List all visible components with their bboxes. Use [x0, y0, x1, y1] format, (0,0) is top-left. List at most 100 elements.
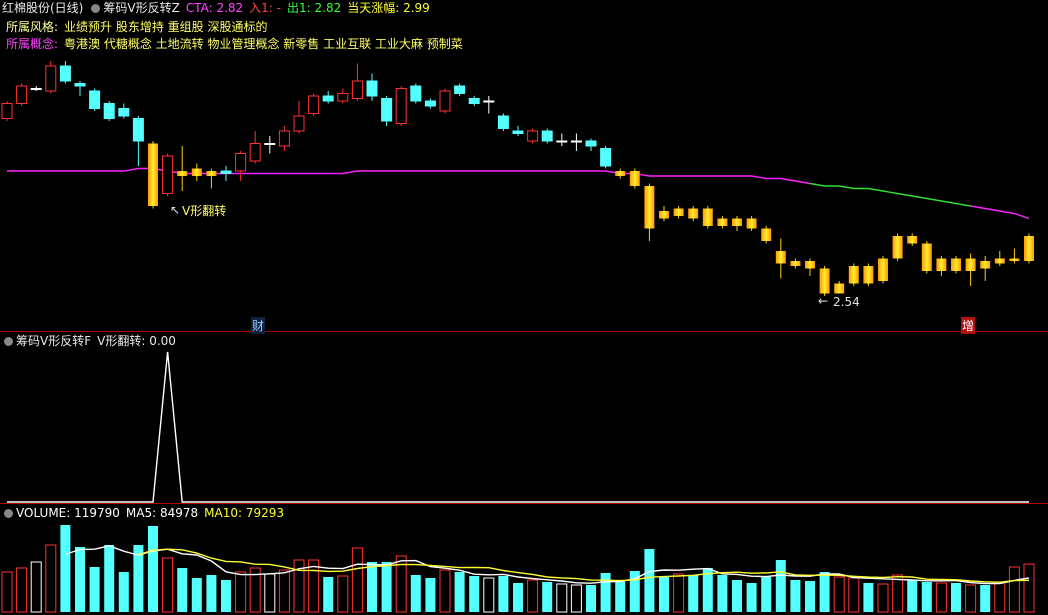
candle-body [994, 258, 1005, 264]
volume-bar [586, 585, 596, 612]
volume-bar [951, 583, 961, 612]
volume-bar [278, 569, 290, 613]
concept-label: 所属概念: [6, 37, 59, 51]
volume-bar [688, 575, 699, 612]
candle-body [337, 93, 349, 102]
candle-body [468, 98, 480, 104]
candle-body [118, 108, 130, 117]
volume-bar [877, 583, 889, 613]
volume-bar [89, 567, 100, 612]
volume-bar [644, 549, 655, 612]
candle-body [600, 148, 612, 167]
volume-bar [30, 561, 42, 613]
volume-bar [177, 568, 188, 612]
volume-bar [425, 578, 436, 612]
candle-body [366, 80, 378, 97]
volume-bar [819, 572, 830, 612]
volume-header: VOLUME: 119790 MA5: 84978 MA10: 79293 [2, 506, 296, 521]
candle-body [191, 168, 202, 176]
style-label: 所属风格: [6, 20, 59, 34]
candle-body [206, 171, 217, 176]
candle-body [819, 268, 830, 294]
candle-body [980, 261, 991, 269]
candle-body [220, 170, 232, 174]
volume-bar [439, 569, 451, 613]
candle-body [132, 118, 144, 142]
legend-entry: V形翻转: 0.00 [97, 334, 176, 348]
candle-body [790, 261, 801, 266]
indicator-header: 筹码V形反转F V形翻转: 0.00 [2, 334, 188, 349]
candle-body [659, 211, 669, 219]
legend-entry: 出1: 2.82 [287, 1, 342, 15]
volume-bar [527, 579, 539, 613]
candle-body [30, 88, 42, 90]
volume-bar [513, 583, 523, 612]
volume-bar [570, 584, 582, 613]
candle-body [834, 283, 845, 294]
volume-bar [264, 573, 276, 613]
candle-body [351, 80, 363, 99]
indicator-line [809, 182, 971, 207]
candle-body [541, 130, 553, 142]
legend: V形翻转: 0.00 [97, 334, 182, 348]
volume-bar [965, 584, 977, 613]
low-arrow: ← [818, 294, 828, 308]
legend-entry: 当天涨幅: 2.99 [347, 1, 430, 15]
candle-body [702, 208, 713, 226]
legend-entry: MA10: 79293 [204, 506, 285, 520]
volume-bar [732, 580, 742, 612]
volume-bar [235, 571, 247, 613]
candle-body [424, 100, 436, 107]
volume-bar [702, 568, 713, 612]
volume-bar [206, 575, 217, 612]
candle-body [921, 243, 932, 271]
volume-bar [367, 562, 377, 612]
volume-bar [1023, 563, 1035, 613]
volume-bar [790, 580, 801, 612]
volume-bar [761, 577, 772, 612]
candle-body [892, 236, 903, 259]
volume-bar [717, 575, 728, 612]
volume-bar [1008, 566, 1020, 613]
legend: VOLUME: 119790 MA5: 84978 MA10: 79293 [16, 506, 290, 520]
volume-bar [454, 572, 465, 612]
candle-body [439, 90, 451, 112]
marker: 财 [251, 317, 266, 334]
candle-body [293, 115, 305, 132]
volume-bar [249, 567, 261, 613]
style-row: 所属风格: 业绩预升 股东增持 重组股 深股通标的 [6, 20, 274, 35]
icon [4, 337, 13, 346]
volume-bar [60, 525, 71, 612]
candle-body [74, 83, 86, 87]
volume-bar [994, 581, 1006, 613]
candle-body [556, 140, 568, 143]
candle-body [410, 85, 422, 102]
candle-body [717, 218, 728, 226]
volume-bar [221, 580, 231, 612]
volume-bar [395, 555, 407, 613]
candle-body [381, 98, 393, 122]
volume-bar [104, 545, 115, 612]
volume-bar [498, 576, 509, 612]
volume-bar [892, 574, 904, 613]
volume-bar [600, 573, 611, 612]
volume-bar [833, 576, 845, 613]
annotation: V形翻转 [182, 203, 226, 218]
volume-bar [746, 583, 757, 612]
ma-line [65, 545, 1030, 585]
volume-bar [805, 581, 815, 612]
volume-bar [483, 577, 495, 613]
volume-bar [542, 582, 553, 612]
candle-body [732, 218, 742, 226]
candle-body [45, 65, 57, 92]
volume-bar [615, 580, 626, 612]
concept-row: 所属概念: 粤港澳 代糖概念 土地流转 物业管理概念 新零售 工业互联 工业大麻 … [6, 37, 469, 52]
indicator-title: 筹码V形反转F [16, 334, 92, 348]
candle-body [570, 140, 582, 143]
candle-body [863, 266, 874, 284]
candle-body [907, 236, 918, 244]
volume-bar [133, 545, 144, 612]
legend-entry: MA5: 84978 [125, 506, 199, 520]
candle-body [965, 258, 976, 271]
